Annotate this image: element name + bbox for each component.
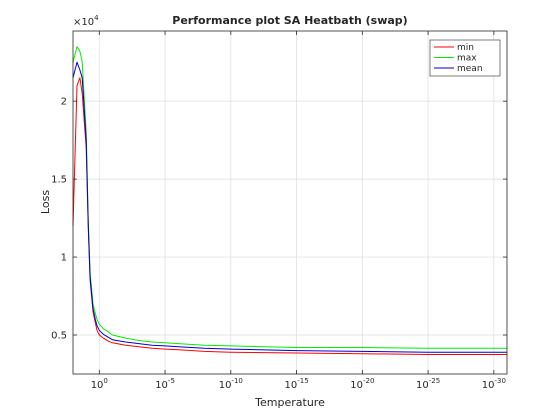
x-tick-label: 10-30 xyxy=(482,377,506,391)
plot-lines xyxy=(72,46,507,355)
x-tick-label: 10-20 xyxy=(350,377,374,391)
y-axis-label: Loss xyxy=(39,190,52,214)
y-axis-multiplier: ×104 xyxy=(73,14,99,28)
axes-background xyxy=(73,31,507,374)
x-tick-label: 10-15 xyxy=(284,377,308,391)
axes-box xyxy=(72,30,508,375)
legend-label-min: min xyxy=(457,43,474,53)
x-tick-label: 10-25 xyxy=(416,377,440,391)
y-tick-label: 0.5 xyxy=(51,331,67,342)
y-axis-ticks: 0.5 1 1.5 2 xyxy=(51,97,507,342)
legend-label-mean: mean xyxy=(457,64,483,74)
x-tick-label: 100 xyxy=(91,377,108,391)
x-axis-ticks: 100 10-5 10-10 10-15 10-20 10-25 10-30 xyxy=(91,31,506,391)
y-tick-label: 1.5 xyxy=(51,175,67,186)
series-line-mean xyxy=(72,61,507,353)
grid xyxy=(73,31,507,374)
legend-label-max: max xyxy=(457,54,477,64)
chart-title: Performance plot SA Heatbath (swap) xyxy=(172,14,407,27)
y-tick-label: 2 xyxy=(61,97,67,108)
x-axis-label: Temperature xyxy=(254,396,325,409)
x-tick-label: 10-10 xyxy=(219,377,243,391)
x-tick-label: 10-5 xyxy=(155,377,175,391)
y-tick-label: 1 xyxy=(61,253,67,264)
